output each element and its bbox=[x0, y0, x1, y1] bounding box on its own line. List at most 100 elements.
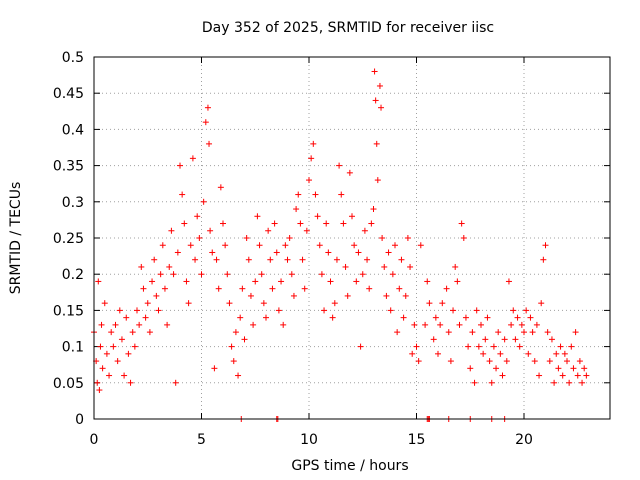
data-point bbox=[273, 249, 280, 256]
data-point bbox=[484, 314, 491, 321]
data-point bbox=[226, 300, 233, 307]
data-point bbox=[166, 263, 173, 270]
data-point bbox=[381, 263, 388, 270]
data-point bbox=[254, 213, 261, 220]
data-point bbox=[579, 379, 586, 386]
data-point bbox=[475, 343, 482, 350]
data-point bbox=[222, 242, 229, 249]
data-point bbox=[200, 198, 207, 205]
data-point bbox=[170, 271, 177, 278]
tick-marks bbox=[93, 56, 610, 420]
data-point bbox=[290, 292, 297, 299]
data-point bbox=[389, 271, 396, 278]
data-point bbox=[559, 372, 566, 379]
data-point bbox=[211, 365, 218, 372]
tick-labels: 0 5 10 15 20 0 0.05 0.1 0.15 0.2 0.25 0.3 0.35 0.4 0.4… bbox=[53, 50, 533, 448]
data-point bbox=[488, 379, 495, 386]
data-point bbox=[553, 350, 560, 357]
data-point bbox=[508, 321, 515, 328]
data-point bbox=[220, 220, 226, 227]
data-point bbox=[490, 343, 497, 350]
data-point bbox=[131, 343, 138, 350]
data-point bbox=[103, 350, 110, 357]
data-point bbox=[96, 387, 103, 394]
data-point bbox=[366, 285, 373, 292]
y-tick-label: 0.4 bbox=[62, 122, 84, 138]
data-point bbox=[252, 278, 259, 285]
data-point bbox=[557, 343, 564, 350]
data-point bbox=[351, 242, 358, 249]
data-point bbox=[306, 177, 312, 184]
data-point bbox=[151, 256, 158, 263]
data-point bbox=[568, 343, 575, 350]
data-point bbox=[138, 263, 145, 270]
data-point bbox=[336, 162, 343, 169]
data-point bbox=[323, 220, 330, 227]
data-point bbox=[179, 191, 186, 198]
data-point bbox=[583, 372, 590, 379]
x-tick-label: 15 bbox=[408, 432, 426, 448]
y-tick-label: 0.45 bbox=[53, 86, 84, 102]
data-point bbox=[542, 242, 549, 249]
data-point bbox=[125, 350, 132, 357]
chart-title: Day 352 of 2025, SRMTID for receiver iis… bbox=[202, 20, 494, 36]
x-tick-label: 5 bbox=[197, 432, 206, 448]
data-point bbox=[574, 372, 581, 379]
data-point bbox=[329, 314, 336, 321]
data-point bbox=[247, 292, 254, 299]
data-point bbox=[174, 249, 181, 256]
data-point bbox=[471, 379, 478, 386]
data-point bbox=[275, 307, 282, 314]
data-point bbox=[123, 314, 130, 321]
data-point bbox=[98, 321, 105, 328]
data-point bbox=[204, 104, 211, 111]
data-point bbox=[232, 329, 239, 336]
data-point bbox=[529, 329, 536, 336]
data-point bbox=[548, 336, 555, 343]
plot-frame bbox=[93, 56, 611, 420]
y-tick-label: 0.05 bbox=[53, 376, 84, 392]
data-point bbox=[278, 278, 285, 285]
data-point bbox=[370, 206, 377, 213]
data-point bbox=[344, 292, 351, 299]
data-point bbox=[308, 155, 315, 162]
data-point bbox=[312, 191, 319, 198]
data-point bbox=[499, 372, 506, 379]
data-point bbox=[364, 256, 371, 263]
data-point bbox=[149, 278, 156, 285]
data-point bbox=[108, 329, 115, 336]
data-point bbox=[153, 292, 160, 299]
data-point bbox=[460, 235, 467, 241]
data-point bbox=[512, 336, 519, 343]
data-point bbox=[576, 358, 583, 365]
data-point bbox=[288, 271, 295, 278]
data-point bbox=[327, 278, 334, 285]
data-point bbox=[265, 227, 272, 234]
data-point bbox=[177, 162, 183, 169]
y-tick-label: 0.1 bbox=[62, 340, 84, 356]
data-point bbox=[551, 379, 558, 386]
data-point bbox=[99, 365, 106, 372]
data-point bbox=[209, 249, 216, 256]
data-point bbox=[129, 329, 136, 336]
data-point bbox=[263, 314, 269, 321]
data-point bbox=[250, 321, 257, 328]
data-point bbox=[286, 235, 293, 241]
data-point bbox=[400, 314, 407, 321]
data-point bbox=[379, 235, 386, 241]
data-point bbox=[168, 227, 175, 234]
data-point bbox=[333, 256, 340, 263]
data-point bbox=[531, 358, 538, 365]
data-point bbox=[407, 263, 414, 270]
data-point bbox=[525, 350, 532, 357]
data-point bbox=[546, 358, 553, 365]
data-point bbox=[521, 329, 527, 336]
data-point bbox=[523, 307, 530, 314]
data-point bbox=[215, 285, 222, 292]
data-point bbox=[486, 358, 493, 365]
data-point bbox=[359, 271, 366, 278]
data-point bbox=[106, 372, 113, 379]
data-point bbox=[172, 379, 179, 386]
data-point bbox=[368, 220, 375, 227]
data-point bbox=[516, 343, 523, 350]
